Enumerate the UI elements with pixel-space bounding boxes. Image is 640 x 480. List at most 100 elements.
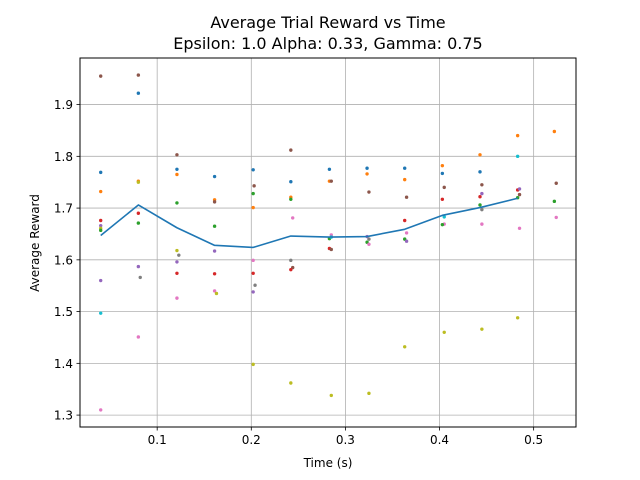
scatter-point bbox=[480, 183, 483, 186]
scatter-point bbox=[99, 279, 102, 282]
scatter-point bbox=[99, 408, 102, 411]
chart-title-line-1: Average Trial Reward vs Time bbox=[210, 13, 445, 32]
x-tick-label: 0.1 bbox=[148, 433, 167, 447]
scatter-point bbox=[405, 231, 408, 234]
scatter-point bbox=[403, 178, 406, 181]
scatter-point bbox=[518, 187, 521, 190]
scatter-point bbox=[99, 74, 102, 77]
scatter-point bbox=[441, 198, 444, 201]
x-axis-label: Time (s) bbox=[303, 456, 353, 470]
y-tick-label: 1.4 bbox=[54, 357, 73, 371]
scatter-point bbox=[289, 180, 292, 183]
scatter-point bbox=[213, 200, 216, 203]
scatter-point bbox=[328, 168, 331, 171]
scatter-point bbox=[289, 259, 292, 262]
scatter-point bbox=[367, 190, 370, 193]
scatter-point bbox=[252, 184, 255, 187]
scatter-point bbox=[555, 216, 558, 219]
scatter-point bbox=[403, 167, 406, 170]
scatter-point bbox=[99, 219, 102, 222]
scatter-point bbox=[480, 208, 483, 211]
scatter-point bbox=[291, 216, 294, 219]
scatter-point bbox=[480, 327, 483, 330]
scatter-point bbox=[137, 91, 140, 94]
scatter-point bbox=[99, 229, 102, 232]
scatter-point bbox=[516, 155, 519, 158]
x-tick-label: 0.3 bbox=[336, 433, 355, 447]
scatter-point bbox=[330, 394, 333, 397]
scatter-point bbox=[251, 363, 254, 366]
scatter-point bbox=[330, 179, 333, 182]
scatter-point bbox=[137, 73, 140, 76]
y-tick-label: 1.3 bbox=[54, 409, 73, 423]
scatter-point bbox=[405, 240, 408, 243]
scatter-point bbox=[251, 192, 254, 195]
y-tick-label: 1.5 bbox=[54, 305, 73, 319]
scatter-point bbox=[215, 292, 218, 295]
scatter-point bbox=[289, 268, 292, 271]
x-tick-label: 0.4 bbox=[430, 433, 449, 447]
scatter-point bbox=[175, 201, 178, 204]
scatter-point bbox=[478, 195, 481, 198]
x-tick-label: 0.2 bbox=[242, 433, 261, 447]
scatter-point bbox=[516, 134, 519, 137]
scatter-point bbox=[99, 171, 102, 174]
scatter-point bbox=[480, 192, 483, 195]
scatter-point bbox=[443, 331, 446, 334]
scatter-point bbox=[518, 193, 521, 196]
scatter-point bbox=[441, 223, 444, 226]
scatter-point bbox=[518, 227, 521, 230]
scatter-point bbox=[403, 345, 406, 348]
scatter-point bbox=[253, 283, 256, 286]
scatter-point bbox=[251, 259, 254, 262]
scatter-point bbox=[478, 203, 481, 206]
scatter-point bbox=[478, 170, 481, 173]
scatter-point bbox=[213, 175, 216, 178]
scatter-point bbox=[251, 272, 254, 275]
y-tick-label: 1.9 bbox=[54, 98, 73, 112]
scatter-point bbox=[289, 198, 292, 201]
scatter-point bbox=[478, 153, 481, 156]
scatter-point bbox=[213, 224, 216, 227]
scatter-point bbox=[251, 168, 254, 171]
scatter-point bbox=[175, 296, 178, 299]
scatter-point bbox=[365, 167, 368, 170]
scatter-point bbox=[330, 248, 333, 251]
scatter-point bbox=[137, 221, 140, 224]
scatter-point bbox=[441, 172, 444, 175]
scatter-point bbox=[175, 153, 178, 156]
scatter-point bbox=[99, 190, 102, 193]
y-tick-label: 1.7 bbox=[54, 202, 73, 216]
scatter-point bbox=[137, 265, 140, 268]
scatter-point bbox=[175, 249, 178, 252]
scatter-point bbox=[251, 206, 254, 209]
y-tick-label: 1.6 bbox=[54, 253, 73, 267]
scatter-point bbox=[367, 237, 370, 240]
scatter-point bbox=[367, 392, 370, 395]
scatter-point bbox=[443, 186, 446, 189]
scatter-point bbox=[555, 182, 558, 185]
scatter-point bbox=[213, 249, 216, 252]
scatter-point bbox=[367, 243, 370, 246]
scatter-point bbox=[553, 200, 556, 203]
scatter-point bbox=[99, 311, 102, 314]
scatter-point bbox=[403, 219, 406, 222]
chart-title-line-2: Epsilon: 1.0 Alpha: 0.33, Gamma: 0.75 bbox=[173, 34, 482, 53]
scatter-point bbox=[175, 173, 178, 176]
x-tick-label: 0.5 bbox=[524, 433, 543, 447]
scatter-point bbox=[480, 222, 483, 225]
y-axis-label: Average Reward bbox=[28, 194, 42, 292]
scatter-point bbox=[441, 164, 444, 167]
scatter-point bbox=[553, 130, 556, 133]
scatter-point bbox=[139, 276, 142, 279]
scatter-point bbox=[289, 148, 292, 151]
y-tick-label: 1.8 bbox=[54, 150, 73, 164]
scatter-point bbox=[213, 272, 216, 275]
scatter-point bbox=[175, 168, 178, 171]
scatter-point bbox=[365, 172, 368, 175]
scatter-point bbox=[289, 381, 292, 384]
scatter-point bbox=[175, 272, 178, 275]
scatter-point bbox=[175, 260, 178, 263]
